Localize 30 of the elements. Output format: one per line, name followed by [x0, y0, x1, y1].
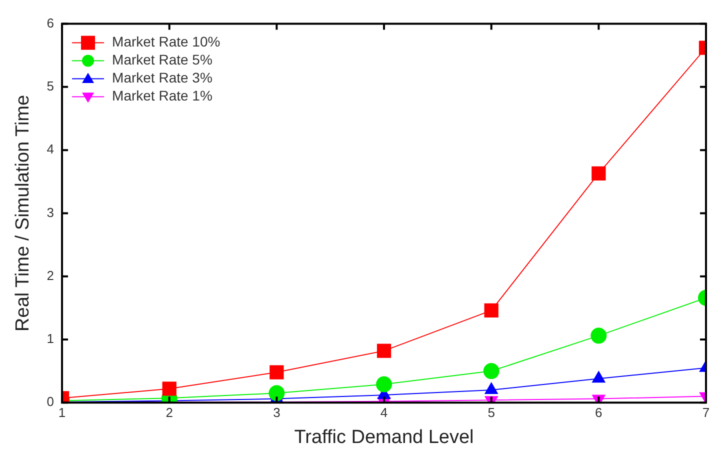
point — [592, 370, 606, 383]
y-tick-label: 3 — [46, 204, 54, 220]
legend-label: Market Rate 10% — [112, 34, 220, 50]
y-tick-label: 6 — [46, 15, 54, 30]
x-tick-label: 4 — [380, 404, 388, 420]
point — [376, 376, 392, 392]
legend-label: Market Rate 1% — [112, 88, 212, 104]
legend-label: Market Rate 3% — [112, 70, 212, 86]
y-tick-label: 5 — [46, 78, 54, 94]
point — [484, 303, 498, 318]
y-tick-label: 1 — [46, 331, 54, 346]
x-tick-label: 5 — [488, 404, 495, 420]
x-tick-label: 1 — [58, 404, 66, 420]
point — [268, 385, 285, 402]
x-tick-label: 2 — [166, 404, 173, 420]
point — [270, 365, 284, 380]
point — [376, 344, 392, 358]
y-tick-label: 0 — [46, 394, 54, 410]
y-tick-label: 2 — [46, 268, 54, 283]
y-tick-label: 4 — [46, 142, 54, 157]
x-axis-title: Traffic Demand Level — [294, 426, 474, 448]
point — [483, 363, 500, 380]
x-tick-label: 6 — [595, 404, 602, 420]
x-tick-label: 7 — [702, 404, 710, 420]
point — [590, 328, 607, 344]
point — [592, 166, 606, 180]
point — [162, 382, 176, 396]
x-tick-label: 3 — [273, 404, 280, 420]
legend-label: Market Rate 5% — [112, 52, 212, 68]
y-axis-title: Real Time / Simulation Time — [12, 94, 34, 332]
